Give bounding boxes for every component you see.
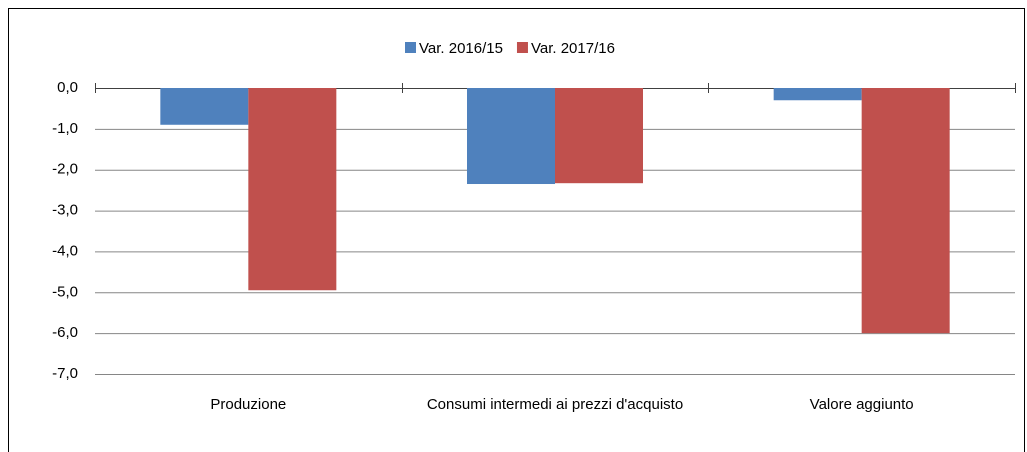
bar <box>861 88 950 334</box>
legend-swatch <box>516 42 528 53</box>
y-tick-label: -5,0 <box>52 283 78 300</box>
chart-frame <box>8 8 1025 452</box>
y-tick-label: -4,0 <box>52 242 78 259</box>
y-tick-label: -3,0 <box>52 202 78 219</box>
bar <box>555 88 643 184</box>
y-tick-label: 0,0 <box>57 79 78 96</box>
legend-swatch <box>405 42 416 53</box>
x-tick-label: Produzione <box>210 396 286 413</box>
bar <box>248 88 337 291</box>
y-tick-label: -1,0 <box>52 120 78 137</box>
y-tick-label: -7,0 <box>52 365 78 382</box>
legend-label: Var. 2017/16 <box>531 40 615 57</box>
bar <box>773 88 862 101</box>
legend-label: Var. 2016/15 <box>419 40 503 57</box>
x-tick-label: Consumi intermedi ai prezzi d'acquisto <box>427 396 683 413</box>
y-tick-label: -2,0 <box>52 161 78 178</box>
bar <box>467 88 555 185</box>
bar <box>160 88 249 125</box>
x-tick-label: Valore aggiunto <box>810 396 914 413</box>
y-tick-label: -6,0 <box>52 324 78 341</box>
